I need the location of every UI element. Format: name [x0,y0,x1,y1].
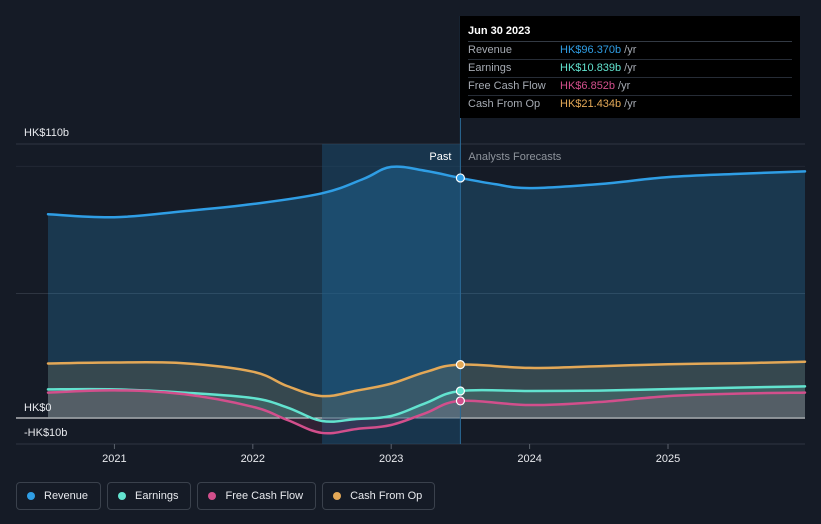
series-area-revenue [48,166,805,418]
tooltip-unit: /yr [624,62,637,74]
y-tick-label-top: HK$110b [24,127,69,139]
past-label: Past [429,151,451,163]
marker-cash-from-op [455,360,466,370]
series-line-revenue [46,165,807,219]
marker-free-cash-flow [455,396,466,406]
series-lines [46,165,807,435]
legend-label: Cash From Op [350,490,423,502]
tooltip-label: Free Cash Flow [468,80,546,92]
tooltip-label: Earnings [468,62,512,74]
tooltip-value: HK$10.839b [560,62,622,74]
tooltip-row-revenue: Revenue HK$96.370b /yr [468,42,792,60]
tooltip-label: Revenue [468,44,513,56]
tooltip-value: HK$6.852b [560,80,616,92]
marker-revenue [455,173,466,183]
tooltip-row-earnings: Earnings HK$10.839b /yr [468,60,792,78]
x-tick-label: 2024 [517,453,541,465]
series-line-cash-from-op [46,360,807,398]
tooltip-unit: /yr [624,98,637,110]
forecast-label: Analysts Forecasts [468,151,561,163]
legend-item-earnings[interactable]: Earnings [107,482,192,510]
tooltip: Jun 30 2023 Revenue HK$96.370b /yr Earni… [460,16,800,118]
legend-label: Revenue [44,490,89,502]
legend: Revenue Earnings Free Cash Flow Cash Fro… [16,482,436,510]
tooltip-row-free-cash-flow: Free Cash Flow HK$6.852b /yr [468,78,792,96]
y-tick-label-zero: HK$0 [24,402,52,414]
legend-dot-icon [27,492,35,500]
tooltip-row-cash-from-op: Cash From Op HK$21.434b /yr [468,96,792,113]
x-axis: 2021 2022 2023 2024 2025 [102,444,680,465]
hover-markers [455,173,466,406]
x-tick-label: 2022 [241,453,265,465]
series-line-free-cash-flow [46,389,807,435]
tooltip-unit: /yr [624,44,637,56]
legend-label: Earnings [135,490,179,502]
legend-item-cash-from-op[interactable]: Cash From Op [322,482,436,510]
x-tick-label: 2021 [102,453,126,465]
legend-dot-icon [208,492,217,500]
y-tick-label-bottom: -HK$10b [24,427,67,439]
series-line-earnings [46,385,807,423]
tooltip-label: Cash From Op [468,98,541,110]
legend-item-free-cash-flow[interactable]: Free Cash Flow [197,482,317,510]
legend-dot-icon [118,492,127,500]
tooltip-value: HK$96.370b [560,44,622,56]
legend-item-revenue[interactable]: Revenue [16,482,102,510]
x-tick-label: 2023 [379,453,403,465]
tooltip-unit: /yr [618,80,631,92]
tooltip-value: HK$21.434b [560,98,622,110]
x-tick-label: 2025 [656,453,680,465]
legend-dot-icon [333,492,342,500]
tooltip-date: Jun 30 2023 [468,25,792,42]
legend-label: Free Cash Flow [225,490,304,502]
marker-earnings [455,386,466,396]
